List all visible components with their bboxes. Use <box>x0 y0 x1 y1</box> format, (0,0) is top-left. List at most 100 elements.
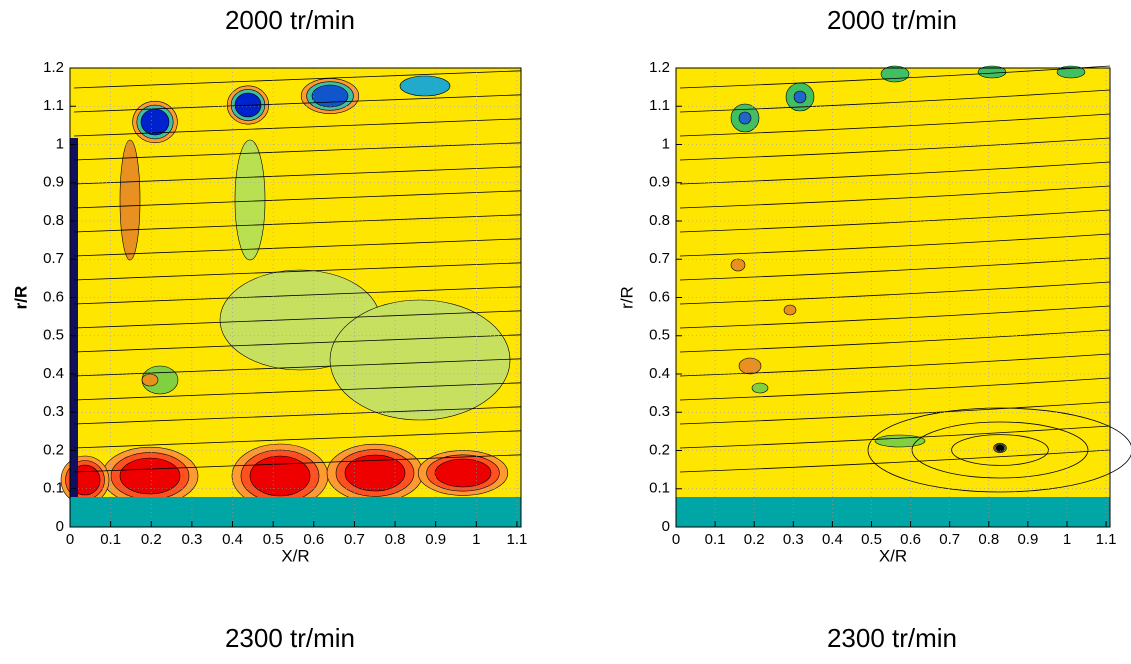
y-tick-label: 0.9 <box>43 174 64 191</box>
streamline <box>73 118 522 137</box>
vortex-line <box>951 434 1049 466</box>
contour-blob <box>311 84 349 108</box>
y-tick-label: 0.7 <box>43 250 64 267</box>
x-tick-label: 0.5 <box>263 531 284 548</box>
panel: 0 0.1 0.2 0.3 0.4 0.5 0.6 0.7 0.8 0.9 1 1.1 0 0.1 0.2 0… <box>11 5 527 653</box>
x-tick-label: 0.7 <box>939 531 960 548</box>
streamline <box>73 406 522 425</box>
x-tick-label: 0.9 <box>425 531 446 548</box>
chart-title: 2000 tr/min <box>827 5 957 35</box>
y-tick-label: 0.9 <box>649 174 670 191</box>
x-tick-label: 0.6 <box>900 531 921 548</box>
contour-blob <box>783 304 797 316</box>
y-tick-label: 0.8 <box>43 212 64 229</box>
streamline <box>73 382 522 401</box>
streamline <box>679 329 1111 353</box>
contour-blob <box>738 111 752 125</box>
y-tick-label: 0.2 <box>649 441 670 458</box>
streamline <box>73 70 522 89</box>
y-tick-label: 1.2 <box>649 59 670 76</box>
y-tick-label: 1.1 <box>649 97 670 114</box>
x-tick-label: 0.8 <box>385 531 406 548</box>
streamline <box>73 310 522 329</box>
y-tick-label: 0 <box>662 518 670 535</box>
contour-blob <box>119 457 181 495</box>
hub-region <box>70 497 521 527</box>
contour-blob <box>399 75 451 97</box>
streamline <box>679 305 1111 329</box>
contour-blob <box>793 90 807 104</box>
y-tick-label: 0.6 <box>649 288 670 305</box>
contour-blob <box>234 139 266 261</box>
y-tick-label: 0.8 <box>649 212 670 229</box>
x-tick-label: 0 <box>66 531 74 548</box>
contour-blob <box>141 373 159 387</box>
x-tick-label: 0.9 <box>1017 531 1038 548</box>
y-tick-label: 0.6 <box>43 288 64 305</box>
x-tick-label: 0.4 <box>822 531 843 548</box>
contour-blob <box>874 434 926 448</box>
x-tick-label: 0.2 <box>141 531 162 548</box>
y-tick-label: 0.4 <box>649 365 670 382</box>
y-tick-label: 0.5 <box>649 327 670 344</box>
x-tick-label: 0.1 <box>705 531 726 548</box>
y-axis-label: r/R <box>11 286 30 310</box>
contour-blob <box>140 108 170 136</box>
streamline <box>679 89 1111 113</box>
x-tick-label: 1.1 <box>1096 531 1117 548</box>
y-tick-label: 0.1 <box>43 480 64 497</box>
streamline <box>679 65 1111 89</box>
streamline <box>73 334 522 353</box>
streamline <box>73 238 522 257</box>
x-tick-label: 0 <box>672 531 680 548</box>
streamline <box>73 166 522 185</box>
streamline <box>679 449 1111 473</box>
contour-blob <box>434 458 492 488</box>
x-axis-label: X/R <box>879 546 907 565</box>
x-tick-label: 0.7 <box>344 531 365 548</box>
streamline <box>679 257 1111 281</box>
x-tick-label: 0.3 <box>783 531 804 548</box>
y-tick-label: 0.3 <box>649 403 670 420</box>
y-tick-label: 1 <box>56 135 64 152</box>
contour-blob <box>738 357 762 375</box>
hub-region <box>676 497 1110 527</box>
x-tick-label: 0.8 <box>978 531 999 548</box>
streamline <box>679 281 1111 305</box>
chart-title: 2000 tr/min <box>225 5 355 35</box>
x-tick-label: 1 <box>1063 531 1071 548</box>
y-tick-label: 0.4 <box>43 365 64 382</box>
streamline <box>679 161 1111 185</box>
y-tick-label: 0.3 <box>43 403 64 420</box>
streamline <box>73 430 522 449</box>
streamline <box>679 137 1111 161</box>
y-tick-label: 1 <box>662 135 670 152</box>
streamline <box>679 377 1111 401</box>
streamline <box>679 209 1111 233</box>
streamline <box>73 94 522 113</box>
y-tick-label: 0.5 <box>43 327 64 344</box>
contour-blob <box>751 382 769 394</box>
x-tick-label: 0.2 <box>744 531 765 548</box>
x-axis-label: X/R <box>281 546 309 565</box>
x-tick-label: 0.3 <box>181 531 202 548</box>
y-tick-label: 0.7 <box>649 250 670 267</box>
x-tick-label: 1.1 <box>507 531 528 548</box>
streamline <box>73 454 522 473</box>
vortex-line <box>911 421 1089 479</box>
wall-region <box>70 138 78 497</box>
y-tick-label: 1.1 <box>43 97 64 114</box>
streamline <box>679 353 1111 377</box>
y-tick-label: 0.2 <box>43 441 64 458</box>
contour-blob <box>344 454 406 492</box>
y-tick-label: 0.1 <box>649 480 670 497</box>
x-tick-label: 0.1 <box>100 531 121 548</box>
contour-blob <box>249 455 311 497</box>
streamline <box>73 190 522 209</box>
caption: 2300 tr/min <box>225 623 355 653</box>
streamline <box>73 286 522 305</box>
x-tick-label: 0.5 <box>861 531 882 548</box>
streamline <box>679 233 1111 257</box>
contour-blob <box>730 258 746 272</box>
